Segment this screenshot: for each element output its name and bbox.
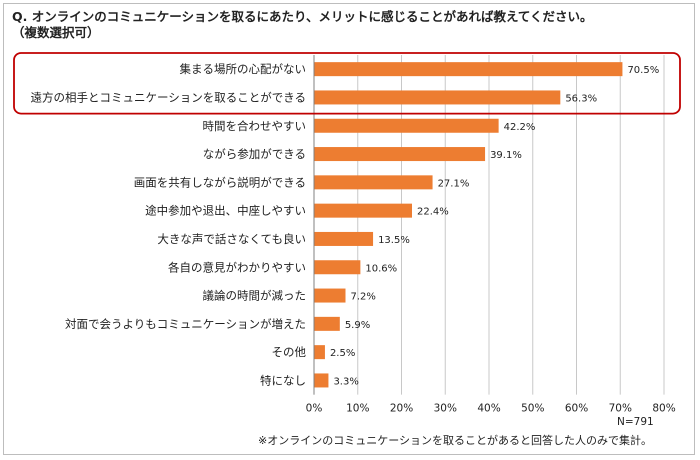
category-label: その他 bbox=[272, 345, 307, 359]
category-label: ながら参加ができる bbox=[203, 147, 306, 161]
bar bbox=[314, 62, 623, 77]
category-label: 大きな声で話さなくても良い bbox=[157, 232, 306, 246]
x-tick-label: 70% bbox=[609, 403, 632, 415]
value-label: 13.5% bbox=[378, 235, 410, 246]
chart-title: Q. オンラインのコミュニケーションを取るにあたり、メリットに感じることがあれば… bbox=[12, 9, 682, 41]
value-label: 56.3% bbox=[565, 93, 597, 104]
category-label: 画面を共有しながら説明ができる bbox=[134, 175, 306, 189]
x-tick-label: 0% bbox=[306, 403, 323, 415]
bar bbox=[314, 90, 561, 105]
bar bbox=[314, 345, 325, 360]
footnote: ※オンラインのコミュニケーションを取ることがあると回答した人のみで集計。 bbox=[258, 434, 652, 447]
x-tick-label: 80% bbox=[652, 403, 675, 415]
bar bbox=[314, 260, 361, 275]
category-label: 対面で会うよりもコミュニケーションが増えた bbox=[65, 317, 306, 331]
bar bbox=[314, 231, 374, 246]
value-label: 22.4% bbox=[417, 207, 449, 218]
category-label: 遠方の相手とコミュニケーションを取ることができる bbox=[30, 90, 306, 104]
category-label: 各自の意見がわかりやすい bbox=[168, 260, 306, 274]
bar bbox=[314, 203, 412, 218]
value-label: 3.3% bbox=[333, 376, 358, 387]
x-tick-label: 10% bbox=[346, 403, 369, 415]
title-line-1: Q. オンラインのコミュニケーションを取るにあたり、メリットに感じることがあれば… bbox=[12, 9, 593, 24]
x-tick-label: 60% bbox=[565, 403, 588, 415]
category-label: 途中参加や退出、中座しやすい bbox=[145, 204, 306, 218]
sample-size-label: N=791 bbox=[617, 416, 654, 428]
title-line-2: （複数選択可） bbox=[12, 25, 100, 40]
category-label: 議論の時間が減った bbox=[203, 289, 307, 303]
category-label: 集まる場所の心配がない bbox=[180, 62, 307, 76]
category-label: 時間を合わせやすい bbox=[203, 119, 307, 133]
bar bbox=[314, 373, 329, 388]
value-label: 7.2% bbox=[351, 292, 376, 303]
bar bbox=[314, 118, 499, 133]
bar bbox=[314, 175, 433, 190]
x-tick-label: 50% bbox=[521, 403, 544, 415]
value-label: 27.1% bbox=[438, 178, 470, 189]
chart-frame bbox=[3, 3, 695, 455]
value-label: 2.5% bbox=[330, 348, 355, 359]
bar bbox=[314, 316, 340, 331]
bar bbox=[314, 147, 486, 162]
x-tick-label: 20% bbox=[390, 403, 413, 415]
x-tick-label: 30% bbox=[434, 403, 457, 415]
value-label: 10.6% bbox=[365, 263, 397, 274]
category-label: 特になし bbox=[260, 373, 306, 387]
value-label: 39.1% bbox=[490, 150, 522, 161]
value-label: 70.5% bbox=[627, 65, 659, 76]
bar bbox=[314, 288, 346, 303]
value-label: 42.2% bbox=[504, 122, 536, 133]
x-tick-label: 40% bbox=[477, 403, 500, 415]
highlight-box bbox=[13, 52, 681, 115]
value-label: 5.9% bbox=[345, 320, 370, 331]
